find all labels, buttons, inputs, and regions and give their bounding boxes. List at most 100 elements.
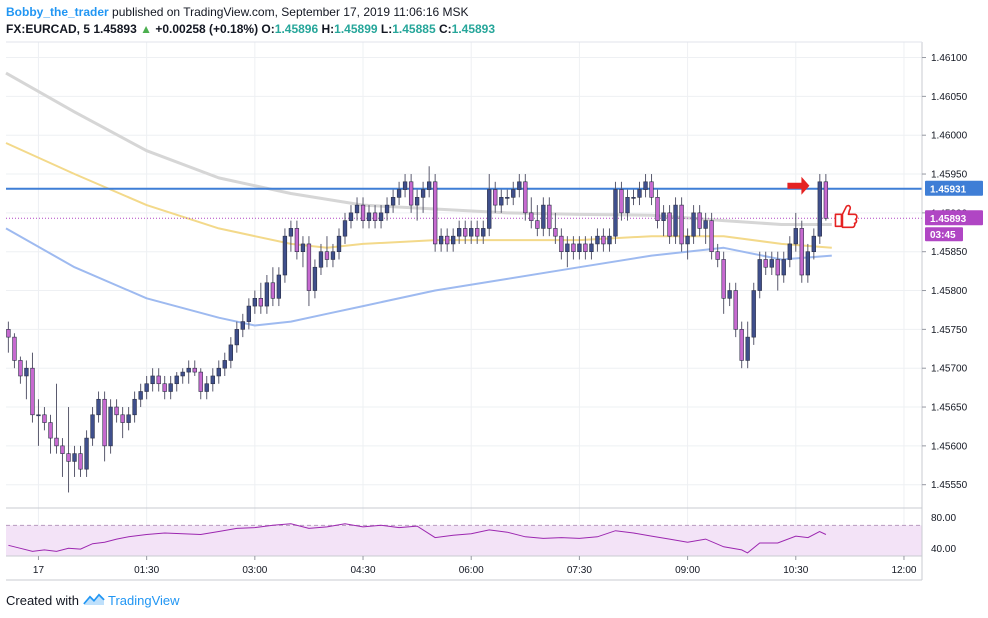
candle-bull	[577, 243, 582, 253]
candles	[6, 166, 829, 493]
countdown-label: 03:45	[930, 230, 956, 241]
tradingview-brand[interactable]: TradingView	[107, 593, 180, 608]
time-tick-label: 06:00	[459, 565, 484, 576]
price-tick-label: 1.46100	[931, 53, 968, 64]
candle-bull	[240, 321, 245, 330]
price-tick-label: 1.45800	[931, 286, 968, 297]
price-badge	[925, 180, 983, 196]
candle-bull	[787, 243, 792, 260]
candle-bull	[745, 336, 750, 361]
candle-bull	[288, 228, 294, 237]
chart-header: Bobby_the_trader published on TradingVie…	[6, 4, 982, 38]
candle-bear	[78, 453, 83, 470]
candle-bull	[318, 251, 324, 268]
close-label: C:	[438, 22, 452, 36]
candle-bull	[481, 228, 486, 237]
rsi-band	[6, 525, 922, 556]
candle-bull	[180, 371, 185, 377]
low-label: L:	[380, 22, 393, 36]
candle-bull	[300, 243, 306, 253]
candle-bull	[811, 235, 816, 253]
candle-bear	[529, 212, 534, 221]
candle-bull	[252, 297, 257, 307]
grid-lines	[6, 42, 922, 556]
price-change: +0.00258 (+0.18%)	[155, 22, 259, 36]
candle-bear	[198, 371, 203, 392]
candle-bull	[90, 414, 95, 439]
candle-bull	[138, 391, 143, 400]
candle-bull	[96, 398, 101, 416]
candle-bear	[30, 367, 35, 416]
candle-bear	[709, 220, 714, 252]
candle-bull	[805, 251, 810, 276]
candle-bull	[691, 212, 696, 237]
candle-bull	[685, 235, 690, 245]
candle-bull	[565, 243, 570, 253]
candle-bear	[721, 259, 726, 299]
candle-bull	[451, 235, 456, 245]
candle-bull	[108, 406, 113, 447]
open-value: 1.45896	[274, 22, 319, 36]
low-value: 1.45885	[392, 22, 436, 36]
thumbs-up-icon	[834, 204, 858, 229]
candle-bear	[114, 406, 119, 416]
price-badge	[925, 210, 983, 226]
candle-bull	[72, 453, 77, 462]
annotations	[787, 176, 858, 229]
candle-bear	[12, 336, 17, 361]
candle-bull	[204, 383, 209, 392]
candle-bear	[120, 414, 125, 423]
candle-bull	[517, 181, 522, 190]
price-tick-label: 1.46050	[931, 92, 968, 103]
horizontal-levels	[6, 187, 922, 219]
candle-bear	[54, 437, 59, 447]
candle-bear	[679, 204, 684, 245]
close-value: 1.45893	[451, 22, 496, 36]
candle-bull	[210, 375, 215, 385]
time-tick-label: 17	[33, 565, 45, 576]
candle-bull	[378, 212, 384, 221]
candle-bull	[817, 181, 822, 237]
candle-bull	[36, 414, 41, 417]
candle-bull	[469, 228, 474, 237]
candle-bear	[156, 375, 161, 385]
candle-bear	[547, 204, 552, 229]
candle-bull	[348, 212, 354, 221]
candle-bull	[637, 189, 642, 198]
candle-bull	[595, 235, 600, 245]
candle-bull	[186, 367, 191, 373]
candle-bull	[354, 204, 360, 214]
candle-bull	[126, 414, 131, 423]
price-tick-label: 1.45750	[931, 325, 968, 336]
candle-bull	[330, 251, 336, 260]
candle-bull	[727, 290, 732, 299]
last-price: 1.45893	[93, 22, 137, 36]
candle-bull	[384, 204, 390, 214]
candle-bear	[775, 259, 780, 276]
ma-blue-line	[5, 227, 832, 327]
candle-bear	[823, 181, 829, 219]
candle-bear	[432, 181, 438, 245]
candle-bear	[649, 181, 654, 198]
candle-bull	[673, 204, 678, 237]
candle-bear	[697, 212, 702, 229]
rsi-line	[8, 523, 827, 554]
candle-bear	[408, 181, 414, 206]
candle-bull	[420, 189, 426, 198]
candle-bull	[366, 212, 372, 221]
candle-bull	[631, 197, 636, 199]
candle-bear	[715, 251, 720, 260]
symbol-label[interactable]: FX:EURCAD, 5	[6, 22, 91, 36]
candle-bull	[132, 398, 137, 416]
candle-bear	[475, 228, 480, 237]
price-badges: 1.45931 1.45893 03:45	[925, 180, 983, 242]
candle-bull	[781, 259, 786, 276]
author-link[interactable]: Bobby_the_trader	[6, 5, 109, 19]
candle-bull	[457, 228, 462, 237]
candle-bull	[396, 189, 402, 198]
candle-bear	[553, 228, 558, 237]
candle-bull	[613, 189, 618, 237]
candle-bear	[799, 228, 804, 276]
candle-bull	[414, 197, 420, 206]
